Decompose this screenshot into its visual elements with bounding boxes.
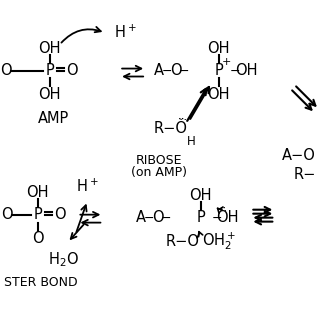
Text: −: − [162,65,172,78]
Text: −: − [229,65,240,78]
Text: O: O [54,207,65,222]
Text: P: P [33,207,42,222]
FancyArrowPatch shape [218,207,223,213]
Text: −: − [161,212,171,225]
Text: P: P [45,63,54,78]
Text: OH: OH [235,63,258,78]
Text: O: O [32,231,44,246]
FancyArrowPatch shape [61,27,101,43]
Text: −: − [144,212,154,225]
Text: OH: OH [189,188,212,203]
Text: OH: OH [207,87,230,102]
Text: OH: OH [27,185,49,200]
Text: OH: OH [207,41,230,56]
Text: H: H [187,135,195,148]
Text: STER BOND: STER BOND [4,276,77,289]
Text: OH: OH [38,41,61,56]
Text: P: P [196,210,205,225]
Text: A: A [154,63,164,78]
Text: ‥: ‥ [219,201,227,214]
Text: R−Ö: R−Ö [154,121,188,136]
Text: O: O [66,63,77,78]
Text: (on AMP): (on AMP) [131,166,187,180]
Text: H$^+$: H$^+$ [114,24,137,41]
Text: A−O: A−O [282,148,316,163]
FancyArrowPatch shape [197,232,203,238]
Text: H$^+$: H$^+$ [76,178,99,196]
Text: O: O [170,63,182,78]
Text: R−O: R−O [166,234,200,249]
Text: P: P [214,63,223,78]
Text: ‥: ‥ [179,110,187,123]
Text: O: O [152,210,164,225]
Text: −: − [13,65,24,78]
Text: OH$_2^+$: OH$_2^+$ [202,231,236,252]
Text: R−: R− [294,167,316,182]
Text: −: − [179,65,189,78]
Text: O: O [0,63,12,78]
Text: RIBOSE: RIBOSE [136,154,182,166]
Text: H$_2$O: H$_2$O [48,250,79,269]
Text: AMP: AMP [38,111,69,126]
Text: A: A [136,210,146,225]
Text: −: − [212,212,222,225]
Text: +: + [222,57,231,67]
Text: OH: OH [38,87,61,102]
Text: O: O [1,207,13,222]
Text: ÖH: ÖH [216,210,239,225]
